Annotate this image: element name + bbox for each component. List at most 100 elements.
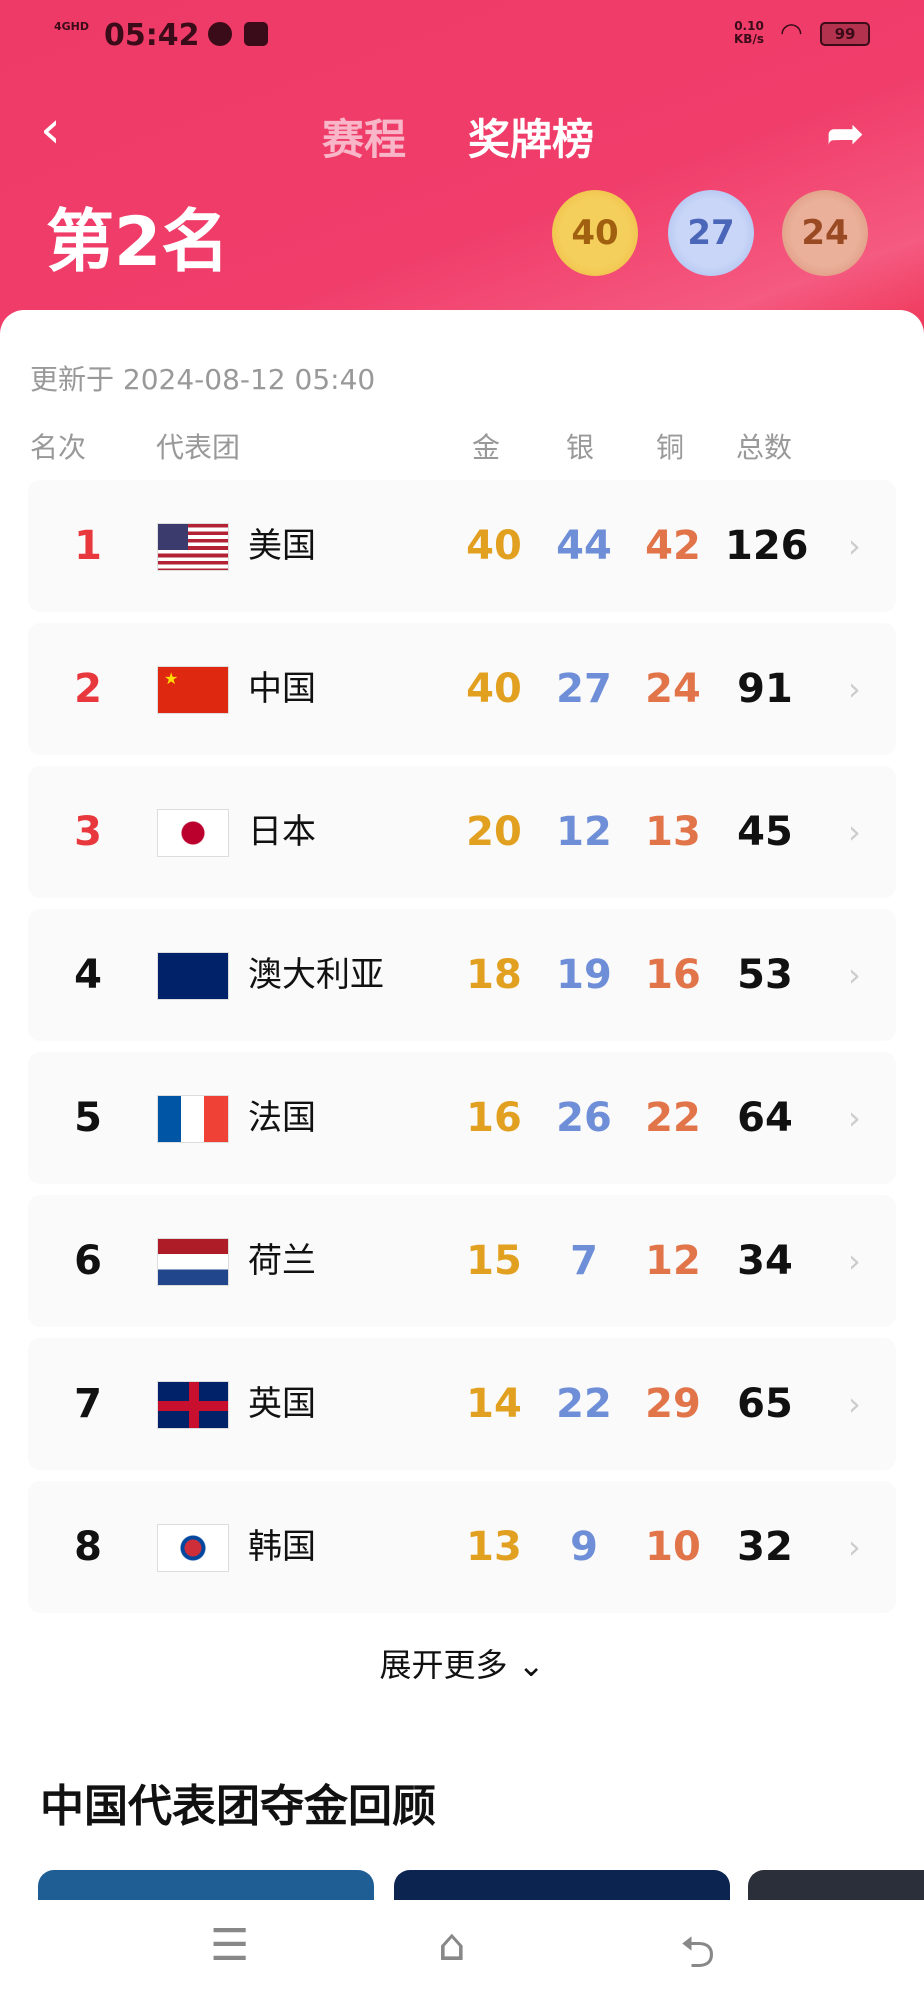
gold-count: 40 [466,523,522,569]
total-count: 34 [737,1238,793,1284]
expand-more-button[interactable]: 展开更多 ⌄ [0,1640,924,1686]
total-count: 53 [737,952,793,998]
team-name: 荷兰 [248,1241,316,1281]
bronze-count: 24 [645,666,701,712]
back-nav-icon[interactable]: ⮌ [680,1927,716,1978]
rank: 5 [74,1095,102,1141]
bronze-medal-count: 24 [782,190,868,276]
table-row[interactable]: 8 韩国 13 9 10 32 › [28,1481,896,1613]
total-count: 64 [737,1095,793,1141]
header-bronze: 铜 [656,431,685,464]
flag-gb-icon [157,1381,229,1429]
bronze-count: 10 [645,1524,701,1570]
tab-schedule[interactable]: 赛程 [322,115,407,164]
header-team: 代表团 [156,431,241,464]
gold-review-thumbnail[interactable] [394,1870,730,1900]
clock: 05:42 [104,18,200,53]
bronze-count: 42 [645,523,701,569]
silver-count: 26 [556,1095,612,1141]
silver-medal-count: 27 [668,190,754,276]
section-title: 中国代表团夺金回顾 [40,1781,436,1832]
flag-au-icon [157,952,229,1000]
speed-unit: KB/s [734,32,764,46]
total-count: 91 [737,666,793,712]
chevron-right-icon: › [848,1099,861,1137]
chevron-right-icon: › [848,956,861,994]
chevron-right-icon: › [848,1385,861,1423]
table-row[interactable]: 1 美国 40 44 42 126 › [28,480,896,612]
country-rank: 第2名 [46,203,230,282]
gold-count: 14 [466,1381,522,1427]
silver-count: 22 [556,1381,612,1427]
bronze-count: 16 [645,952,701,998]
bronze-count: 13 [645,809,701,855]
tab-medal-table[interactable]: 奖牌榜 [468,115,595,164]
header-rank: 名次 [30,431,87,464]
rank: 2 [74,666,102,712]
gold-count: 16 [466,1095,522,1141]
total-count: 126 [725,523,809,569]
team-name: 英国 [248,1384,316,1424]
gold-review-thumbnail[interactable] [748,1870,924,1900]
net-speed: 0.10 KB/s [734,20,764,46]
table-row[interactable]: 5 法国 16 26 22 64 › [28,1052,896,1184]
flag-fr-icon [157,1095,229,1143]
back-icon[interactable]: ‹ [40,100,61,160]
app-notification-icon [244,22,268,46]
silver-count: 27 [556,666,612,712]
header-total: 总数 [736,431,793,464]
home-icon[interactable]: ⌂ [438,1920,466,1971]
medal-table-card: 更新于 2024-08-12 05:40 名次 代表团 金 银 铜 总数 1 美… [0,310,924,1900]
table-row[interactable]: 3 日本 20 12 13 45 › [28,766,896,898]
update-time: 更新于 2024-08-12 05:40 [30,363,376,396]
gold-count: 15 [466,1238,522,1284]
header: 4GHD 05:42 0.10 KB/s ◠ 99 ‹ 赛程 奖牌榜 ➦ 第2名 … [0,0,924,340]
table-row[interactable]: 2 ★ 中国 40 27 24 91 › [28,623,896,755]
silver-count: 7 [570,1238,598,1284]
team-name: 澳大利亚 [248,955,384,995]
team-name: 韩国 [248,1527,316,1567]
bronze-count: 12 [645,1238,701,1284]
chevron-right-icon: › [848,527,861,565]
status-bar: 4GHD 05:42 0.10 KB/s ◠ 99 [0,18,924,54]
chevron-right-icon: › [848,670,861,708]
gold-count: 18 [466,952,522,998]
speed-value: 0.10 [734,19,764,33]
flag-cn-icon: ★ [157,666,229,714]
rank: 1 [74,523,102,569]
gold-review-thumbnail[interactable] [38,1870,374,1900]
total-count: 45 [737,809,793,855]
rank: 3 [74,809,102,855]
chevron-down-icon: ⌄ [517,1646,545,1684]
team-name: 中国 [248,669,316,709]
wechat-icon [208,22,232,46]
share-icon[interactable]: ➦ [826,106,865,160]
bronze-count: 29 [645,1381,701,1427]
silver-count: 9 [570,1524,598,1570]
gold-count: 40 [466,666,522,712]
table-row[interactable]: 6 荷兰 15 7 12 34 › [28,1195,896,1327]
rank: 4 [74,952,102,998]
rank: 7 [74,1381,102,1427]
total-count: 65 [737,1381,793,1427]
total-count: 32 [737,1524,793,1570]
menu-icon[interactable]: ☰ [210,1920,250,1971]
gold-count: 13 [466,1524,522,1570]
team-name: 日本 [248,812,316,852]
chevron-right-icon: › [848,1528,861,1566]
header-gold: 金 [472,431,501,464]
bronze-count: 22 [645,1095,701,1141]
table-row[interactable]: 7 英国 14 22 29 65 › [28,1338,896,1470]
table-row[interactable]: 4 澳大利亚 18 19 16 53 › [28,909,896,1041]
team-name: 法国 [248,1098,316,1138]
flag-nl-icon [157,1238,229,1286]
expand-label: 展开更多 [379,1646,508,1684]
gold-count: 20 [466,809,522,855]
system-nav-bar: ☰ ⌂ ⮌ [0,1900,924,2000]
team-name: 美国 [248,526,316,566]
silver-count: 44 [556,523,612,569]
header-silver: 银 [566,431,595,464]
flag-kr-icon [157,1524,229,1572]
chevron-right-icon: › [848,1242,861,1280]
flag-jp-icon [157,809,229,857]
